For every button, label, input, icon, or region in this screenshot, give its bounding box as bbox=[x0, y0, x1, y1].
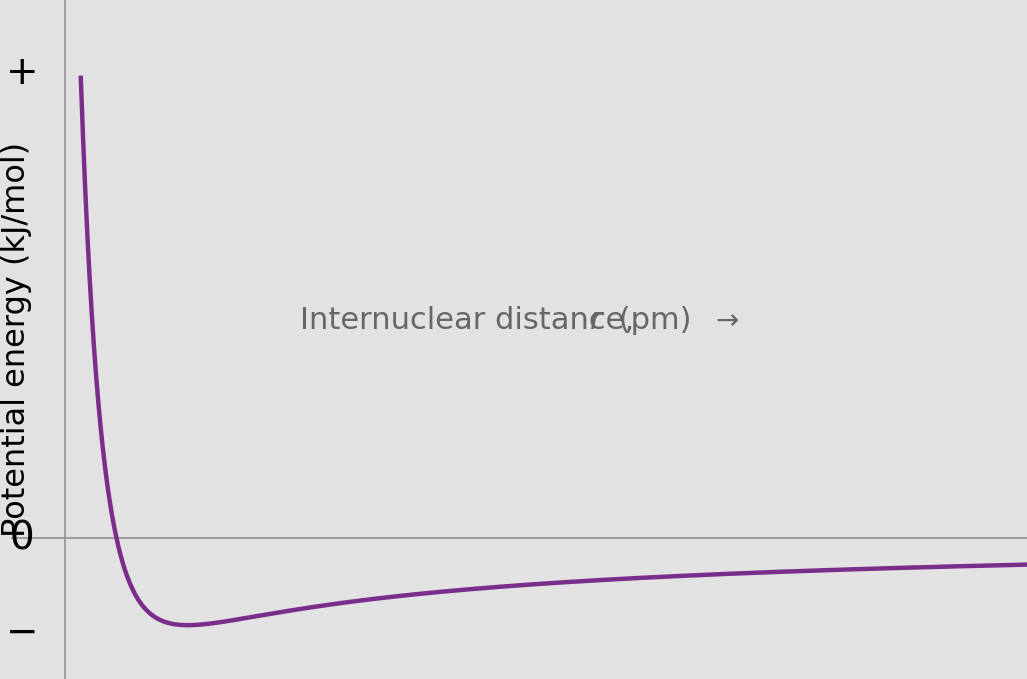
Text: +: + bbox=[6, 54, 38, 92]
Text: (pm): (pm) bbox=[609, 306, 692, 335]
Text: Internuclear distance,: Internuclear distance, bbox=[300, 306, 644, 335]
Text: →: → bbox=[715, 307, 738, 335]
Text: r: r bbox=[591, 306, 603, 335]
Text: −: − bbox=[6, 614, 38, 652]
Text: Potential energy (kJ/mol): Potential energy (kJ/mol) bbox=[1, 142, 32, 537]
Text: 0: 0 bbox=[9, 519, 34, 557]
